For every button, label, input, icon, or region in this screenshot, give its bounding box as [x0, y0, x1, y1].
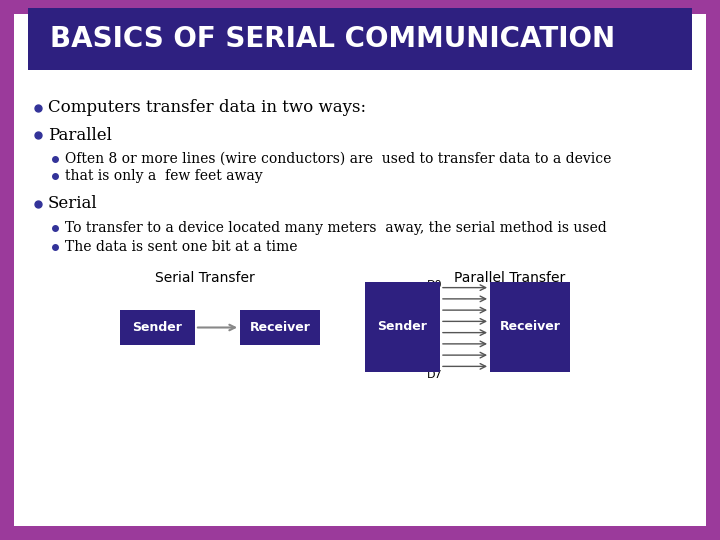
Bar — [365, 282, 440, 372]
Text: Serial: Serial — [48, 195, 98, 213]
Bar — [240, 310, 320, 345]
Text: D7: D7 — [427, 370, 443, 380]
Text: Serial Transfer: Serial Transfer — [155, 271, 255, 285]
Text: that is only a  few feet away: that is only a few feet away — [65, 169, 263, 183]
Text: D0: D0 — [427, 280, 443, 290]
Bar — [490, 282, 570, 372]
Text: Receiver: Receiver — [500, 321, 560, 334]
Text: The data is sent one bit at a time: The data is sent one bit at a time — [65, 240, 297, 254]
Text: Often 8 or more lines (wire conductors) are  used to transfer data to a device: Often 8 or more lines (wire conductors) … — [65, 152, 611, 166]
Text: Receiver: Receiver — [250, 321, 310, 334]
Text: Computers transfer data in two ways:: Computers transfer data in two ways: — [48, 99, 366, 117]
Bar — [120, 310, 195, 345]
Text: Parallel: Parallel — [48, 126, 112, 144]
Text: BASICS OF SERIAL COMMUNICATION: BASICS OF SERIAL COMMUNICATION — [50, 25, 615, 53]
Text: Parallel Transfer: Parallel Transfer — [454, 271, 566, 285]
Bar — [28, 8, 692, 70]
Text: To transfer to a device located many meters  away, the serial method is used: To transfer to a device located many met… — [65, 221, 607, 235]
Text: Sender: Sender — [377, 321, 428, 334]
Text: Sender: Sender — [132, 321, 182, 334]
